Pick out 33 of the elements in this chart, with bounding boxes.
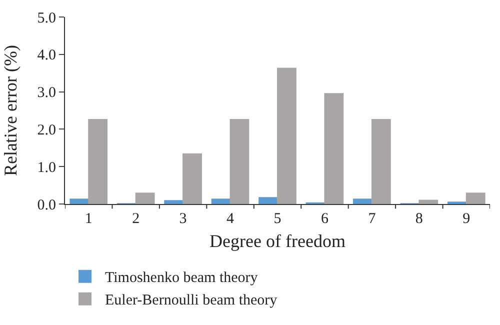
bar <box>182 153 202 204</box>
bar <box>88 118 108 204</box>
x-tick-label: 4 <box>226 211 235 227</box>
bar <box>258 197 278 204</box>
legend-label: Euler-Bernoulli beam theory <box>105 292 278 309</box>
y-tick-label: 1.0 <box>37 160 56 176</box>
bar <box>277 68 296 204</box>
x-tick-label: 5 <box>274 211 282 227</box>
x-tick-label: 6 <box>320 211 329 227</box>
legend-label: Timoshenko beam theory <box>105 270 258 286</box>
x-tick-label: 8 <box>415 211 423 227</box>
y-tick-label: 2.0 <box>37 122 56 138</box>
bar <box>211 198 231 204</box>
bar <box>135 192 155 204</box>
y-tick-label: 5.0 <box>37 10 56 26</box>
bar <box>230 118 250 204</box>
bar <box>466 192 486 204</box>
y-axis-title: Relative error (%) <box>0 45 20 176</box>
x-axis-title: Degree of freedom <box>210 231 346 252</box>
bar <box>164 200 184 204</box>
x-tick-label: 9 <box>462 211 470 227</box>
bar <box>324 93 344 204</box>
x-tick-label: 3 <box>179 211 187 227</box>
x-tick-label: 1 <box>84 211 92 227</box>
y-tick-label: 0.0 <box>37 197 56 214</box>
bar <box>418 200 438 204</box>
bar <box>70 198 90 204</box>
x-tick-label: 2 <box>132 211 140 227</box>
bar <box>353 198 372 204</box>
bar <box>371 118 391 204</box>
y-tick-label: 4.0 <box>37 48 56 64</box>
x-tick-label: 7 <box>368 211 376 227</box>
y-tick-label: 3.0 <box>37 85 56 102</box>
